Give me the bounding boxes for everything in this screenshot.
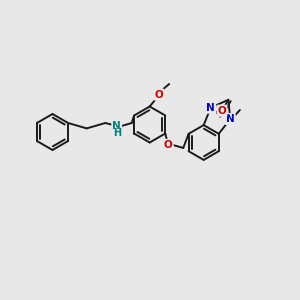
Text: O: O: [154, 89, 163, 100]
Text: N: N: [226, 114, 235, 124]
Text: N: N: [112, 121, 121, 131]
Text: H: H: [113, 128, 122, 138]
Text: O: O: [164, 140, 173, 150]
Text: O: O: [218, 106, 226, 116]
Text: N: N: [206, 103, 215, 113]
